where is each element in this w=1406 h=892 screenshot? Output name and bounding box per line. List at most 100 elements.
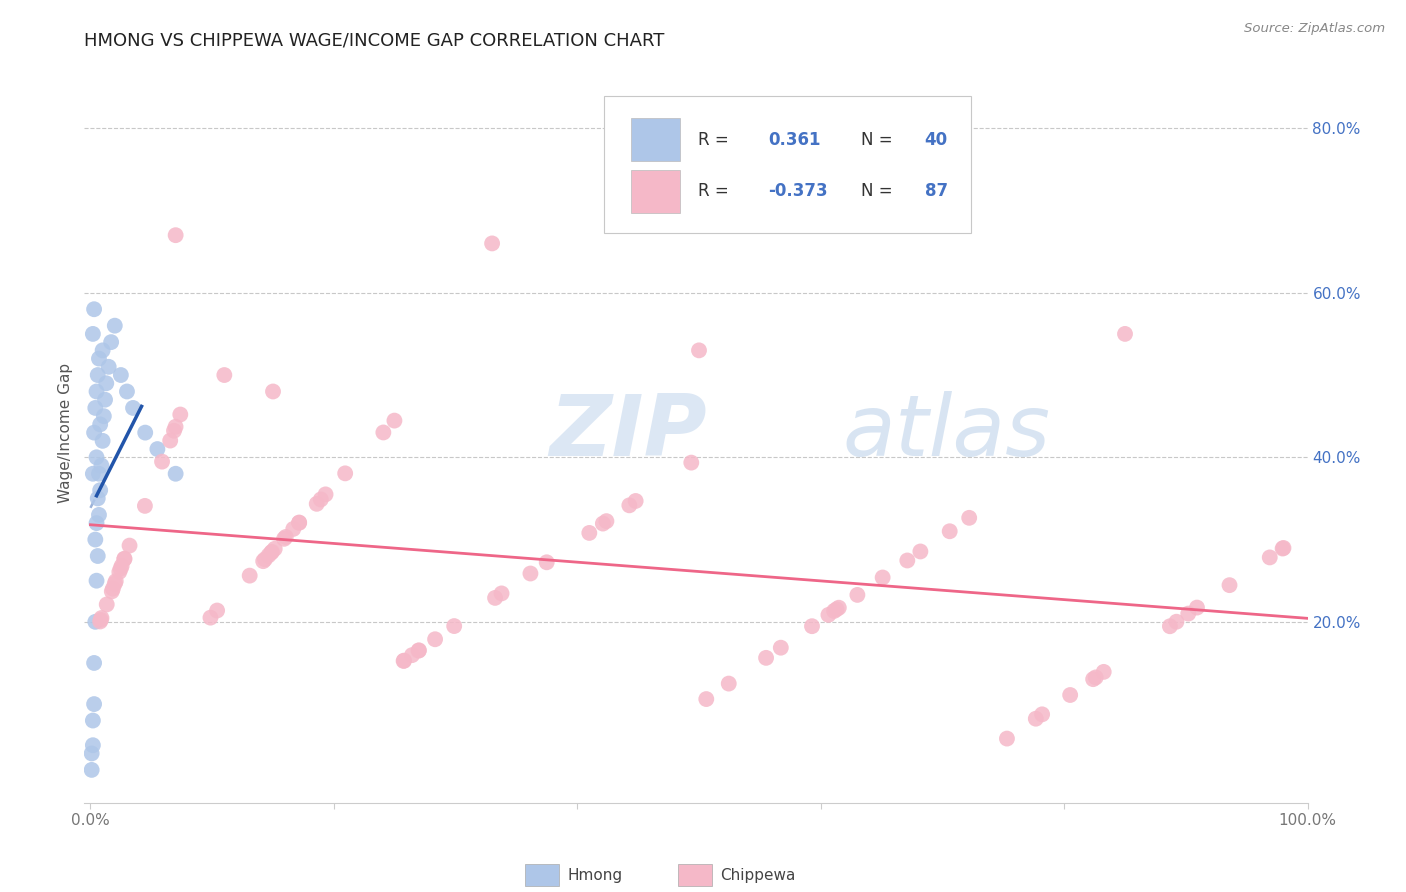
Point (87, 351, 110, 366)
Point (89, 417, 111, 432)
Text: -0.373: -0.373 (768, 182, 828, 200)
Point (90, 613, 112, 627)
Point (165, 467, 187, 481)
Text: R =: R = (699, 182, 734, 200)
Point (1081, 672, 1104, 686)
Point (595, 514, 617, 528)
Point (1271, 541, 1294, 556)
Point (87, 467, 110, 481)
Point (392, 654, 415, 668)
Point (89, 483, 111, 498)
Point (150, 455, 173, 469)
Point (205, 603, 228, 617)
Point (688, 343, 710, 358)
Point (87, 549, 110, 563)
Bar (631, 169, 681, 212)
Text: Chippewa: Chippewa (720, 868, 796, 883)
Point (1177, 607, 1199, 621)
Point (108, 565, 131, 579)
Point (1031, 707, 1053, 722)
Point (481, 236, 503, 251)
Point (94, 392, 117, 407)
Point (491, 586, 513, 600)
Point (84, 401, 107, 415)
Point (681, 456, 703, 470)
Point (115, 384, 138, 399)
Point (101, 582, 124, 596)
Point (288, 516, 311, 530)
Point (896, 553, 918, 567)
Point (80, 747, 103, 761)
Point (335, 467, 357, 481)
Text: ZIP: ZIP (550, 391, 707, 475)
Point (110, 561, 132, 575)
Point (239, 568, 262, 582)
Point (159, 434, 181, 448)
Point (624, 494, 647, 508)
Point (305, 497, 328, 511)
Point (252, 554, 274, 568)
Point (828, 600, 851, 615)
Point (938, 524, 960, 539)
Point (80, 763, 103, 777)
Bar (631, 119, 681, 161)
Point (163, 424, 186, 438)
Point (260, 545, 283, 559)
Point (86, 574, 108, 588)
Point (146, 442, 169, 456)
Point (97, 359, 120, 374)
Point (165, 419, 187, 434)
Bar (678, 864, 711, 887)
Point (801, 619, 824, 633)
Point (96, 376, 118, 391)
Point (717, 676, 740, 690)
Point (82, 467, 104, 481)
Point (1218, 578, 1240, 592)
FancyBboxPatch shape (605, 95, 972, 233)
Point (90, 458, 112, 473)
Point (283, 522, 305, 536)
Point (1159, 619, 1181, 633)
Text: Source: ZipAtlas.com: Source: ZipAtlas.com (1244, 22, 1385, 36)
Point (90, 611, 112, 625)
Point (114, 551, 136, 566)
Point (84, 533, 107, 547)
Point (315, 487, 337, 501)
Point (83, 425, 105, 440)
Point (86, 384, 108, 399)
Point (1114, 326, 1136, 341)
Point (169, 408, 191, 422)
Point (995, 731, 1018, 746)
Point (104, 576, 127, 591)
Point (200, 610, 222, 624)
Point (122, 401, 145, 415)
Point (384, 414, 406, 428)
Text: 87: 87 (925, 182, 948, 200)
Point (96, 598, 118, 612)
Point (1185, 600, 1208, 615)
Text: N =: N = (860, 131, 898, 149)
Point (825, 602, 848, 616)
Point (872, 570, 894, 584)
Point (91, 434, 114, 448)
Point (134, 499, 156, 513)
Point (288, 516, 311, 530)
Point (111, 558, 134, 573)
Point (373, 425, 395, 440)
Point (100, 335, 122, 350)
Point (823, 604, 845, 618)
Text: R =: R = (699, 131, 734, 149)
Bar (524, 864, 560, 887)
Point (443, 619, 465, 633)
Point (84, 615, 107, 629)
Point (1025, 712, 1047, 726)
Point (519, 566, 541, 581)
Point (273, 532, 295, 546)
Point (957, 511, 980, 525)
Point (214, 368, 236, 382)
Point (536, 555, 558, 569)
Point (262, 384, 284, 399)
Point (82, 738, 104, 752)
Point (263, 541, 285, 556)
Point (846, 588, 869, 602)
